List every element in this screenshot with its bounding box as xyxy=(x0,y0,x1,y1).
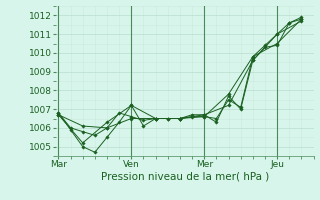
X-axis label: Pression niveau de la mer( hPa ): Pression niveau de la mer( hPa ) xyxy=(101,172,269,182)
